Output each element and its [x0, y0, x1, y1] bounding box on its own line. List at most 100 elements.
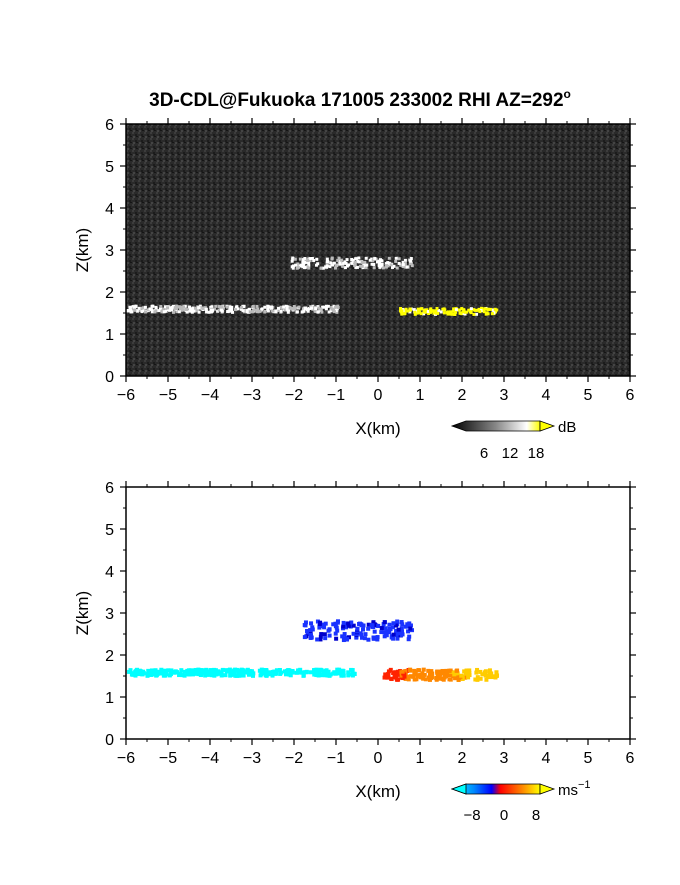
velocity-pixel	[429, 675, 434, 680]
velocity-pixel	[421, 667, 426, 672]
degree-symbol: o	[564, 87, 571, 101]
velocity-ytick-label: 3	[105, 606, 114, 623]
backscatter-pixel	[334, 309, 338, 313]
velocity-pixel	[150, 671, 155, 676]
backscatter-pixel	[196, 307, 200, 311]
backscatter-pixel	[298, 264, 302, 268]
velocity-pixel	[382, 620, 387, 625]
backscatter-pixel	[268, 305, 272, 309]
backscatter-pixel	[399, 306, 403, 310]
backscatter-pixel	[403, 261, 407, 265]
velocity-pixel	[473, 677, 478, 682]
backscatter-pixel	[255, 304, 259, 308]
velocity-pixel	[447, 673, 452, 678]
velocity-pixel	[483, 671, 488, 676]
backscatter-pixel	[400, 312, 404, 316]
backscatter-pixel	[337, 256, 341, 260]
backscatter-pixel	[205, 310, 209, 314]
backscatter-pixel	[173, 306, 177, 310]
backscatter-xtick-label: 1	[416, 387, 425, 404]
velocity-xtick-label: −3	[243, 750, 261, 767]
backscatter-pixel	[286, 308, 290, 312]
backscatter-pixel	[184, 308, 188, 312]
velocity-xtick-label: −4	[201, 750, 219, 767]
backscatter-pixel	[233, 307, 237, 311]
velocity-pixel	[407, 634, 412, 639]
backscatter-pixel	[301, 260, 305, 264]
velocity-pixel	[403, 669, 408, 674]
velocity-pixel	[389, 676, 394, 681]
backscatter-pixel	[357, 256, 361, 260]
backscatter-pixel	[413, 310, 417, 314]
velocity-pixel	[491, 674, 496, 679]
backscatter-pixel	[170, 305, 174, 309]
backscatter-pixel	[426, 310, 430, 314]
backscatter-pixel	[295, 310, 299, 314]
backscatter-pixel	[345, 258, 349, 262]
backscatter-pixel	[404, 307, 408, 311]
velocity-pixel	[298, 667, 303, 672]
backscatter-pixel	[442, 307, 446, 311]
velocity-pixel	[333, 621, 338, 626]
velocity-pixel	[400, 669, 405, 674]
velocity-pixel	[478, 669, 483, 674]
backscatter-pixel	[458, 311, 462, 315]
backscatter-pixel	[485, 311, 489, 315]
backscatter-pixel	[175, 304, 179, 308]
backscatter-pixel	[427, 312, 431, 316]
velocity-pixel	[399, 673, 404, 678]
velocity-pixel	[406, 677, 411, 682]
backscatter-pixel	[449, 310, 453, 314]
backscatter-pixel	[131, 305, 135, 309]
backscatter-pixel	[442, 311, 446, 315]
backscatter-pixel	[163, 305, 167, 309]
velocity-pixel	[246, 672, 251, 677]
backscatter-pixel	[255, 309, 259, 313]
velocity-ytick-label: 1	[105, 690, 114, 707]
velocity-pixel	[335, 628, 340, 633]
velocity-pixel	[223, 673, 228, 678]
backscatter-pixel	[167, 307, 171, 311]
velocity-pixel	[414, 677, 419, 682]
velocity-pixel	[423, 677, 428, 682]
backscatter-pixel	[373, 257, 377, 261]
backscatter-pixel	[332, 304, 336, 308]
backscatter-pixel	[239, 307, 243, 311]
backscatter-pixel	[140, 310, 144, 314]
backscatter-pixel	[410, 264, 414, 268]
velocity-pixel	[188, 668, 193, 673]
velocity-xtick-label: 1	[416, 750, 425, 767]
backscatter-pixel	[413, 312, 417, 316]
backscatter-ytick-label: 5	[105, 159, 114, 176]
velocity-pixel	[285, 668, 290, 673]
velocity-pixel	[444, 670, 449, 675]
backscatter-pixel	[469, 307, 473, 311]
backscatter-pixel	[408, 310, 412, 314]
backscatter-pixel	[403, 258, 407, 262]
backscatter-pixel	[397, 257, 401, 261]
velocity-pixel	[403, 624, 408, 629]
backscatter-pixel	[188, 305, 192, 309]
backscatter-pixel	[416, 307, 420, 311]
velocity-pixel	[301, 673, 306, 678]
backscatter-pixel	[360, 260, 364, 264]
velocity-pixel	[131, 672, 136, 677]
backscatter-pixel	[307, 261, 311, 265]
velocity-pixel	[485, 673, 490, 678]
backscatter-pixel	[332, 310, 336, 314]
velocity-pixel	[391, 621, 396, 626]
velocity-pixel	[466, 675, 471, 680]
backscatter-pixel	[326, 304, 330, 308]
velocity-pixel	[395, 677, 400, 682]
backscatter-pixel	[177, 305, 181, 309]
backscatter-pixel	[143, 305, 147, 309]
backscatter-pixel	[282, 305, 286, 309]
backscatter-pixel	[368, 258, 372, 262]
velocity-pixel	[370, 623, 375, 628]
backscatter-xtick-label: 5	[584, 387, 593, 404]
backscatter-pixel	[220, 309, 224, 313]
velocity-pixel	[350, 668, 355, 673]
backscatter-pixel	[307, 266, 311, 270]
velocity-pixel	[186, 670, 191, 675]
